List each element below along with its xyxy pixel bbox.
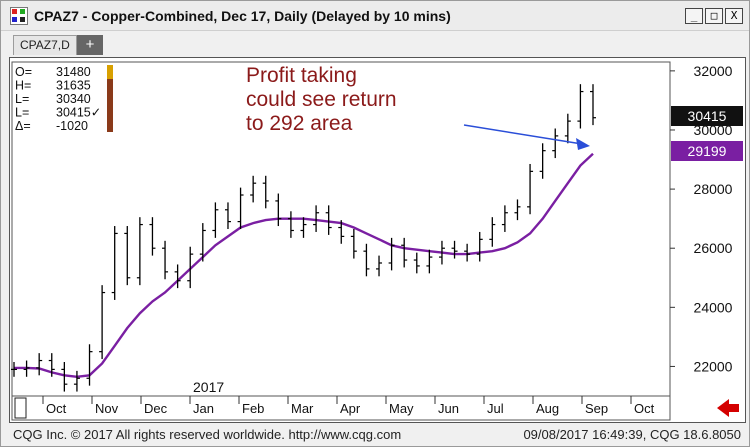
time-axis (11, 395, 671, 421)
y-tick-label: 28000 (694, 181, 733, 197)
annotation-line-1: Profit taking (246, 64, 357, 87)
window-title: CPAZ7 - Copper-Combined, Dec 17, Daily (… (34, 7, 451, 24)
ohlc-value: 30415✓ (56, 106, 101, 120)
annotation-arrowhead (576, 138, 590, 150)
x-tick-label: Feb (242, 401, 264, 416)
title-bar[interactable]: CPAZ7 - Copper-Combined, Dec 17, Daily (… (1, 1, 749, 31)
ohlc-label: L= (15, 106, 29, 120)
copyright-text: CQG Inc. © 2017 All rights reserved worl… (13, 427, 402, 442)
status-bar: CQG Inc. © 2017 All rights reserved worl… (1, 424, 749, 446)
y-tick-label: 26000 (694, 240, 733, 256)
svg-text:30415: 30415 (688, 108, 727, 124)
ma-value-badge: 29199 (671, 141, 743, 161)
add-tab-button[interactable]: + (77, 35, 103, 55)
scroll-left-arrow-icon[interactable] (717, 399, 739, 417)
ohlc-value: 30340 (56, 92, 91, 106)
x-tick-label: Jun (438, 401, 459, 416)
x-tick-label: Nov (95, 401, 119, 416)
x-tick-label: Dec (144, 401, 168, 416)
x-tick-label: Jan (193, 401, 214, 416)
price-bars (11, 84, 596, 392)
minimize-button[interactable]: _ (685, 8, 703, 24)
chart-area[interactable]: 22000 24000 26000 28000 30000 32000 Oct Nov Dec… (9, 57, 746, 423)
y-tick-label: 24000 (694, 299, 733, 315)
x-tick-label: Mar (291, 401, 314, 416)
scroll-handle[interactable] (14, 397, 27, 419)
ohlc-value: 31635 (56, 79, 91, 93)
moving-average-line (14, 152, 594, 379)
ohlc-label: L= (15, 92, 29, 106)
ohlc-box: O= 31480 H= 31635 L= 30340 L= 30415✓ Δ= -1020 (13, 63, 115, 135)
x-tick-label: Aug (536, 401, 559, 416)
x-tick-label: Oct (634, 401, 655, 416)
x-tick-label: May (389, 401, 414, 416)
cqg-app-icon (10, 6, 28, 25)
ohlc-value: -1020 (56, 119, 88, 133)
tab-cpaz7-daily[interactable]: CPAZ7,D (13, 35, 77, 55)
x-tick-label: Jul (487, 401, 504, 416)
ohlc-label: O= (15, 65, 32, 79)
ohlc-label: Δ= (15, 119, 31, 133)
tab-bar: CPAZ7,D + (1, 31, 749, 57)
close-button[interactable]: X (725, 8, 743, 24)
maximize-button[interactable]: □ (705, 8, 723, 24)
y-tick-label: 32000 (694, 63, 733, 79)
x-tick-label: Apr (340, 401, 361, 416)
annotation-line-3: to 292 area (246, 112, 353, 135)
x-tick-label: Sep (585, 401, 608, 416)
annotation: Profit taking could see return to 292 ar… (246, 64, 590, 150)
last-price-badge: 30415 (671, 106, 743, 126)
ohlc-range-bar (107, 65, 113, 132)
x-tick-label: Oct (46, 401, 67, 416)
ohlc-label: H= (15, 79, 31, 93)
y-tick-label: 22000 (694, 358, 733, 374)
ohlc-value: 31480 (56, 65, 91, 79)
svg-text:29199: 29199 (688, 143, 727, 159)
annotation-arrow (463, 124, 583, 145)
year-label: 2017 (193, 379, 224, 395)
annotation-line-2: could see return (246, 88, 397, 111)
timestamp-version: 09/08/2017 16:49:39, CQG 18.6.8050 (523, 427, 741, 442)
